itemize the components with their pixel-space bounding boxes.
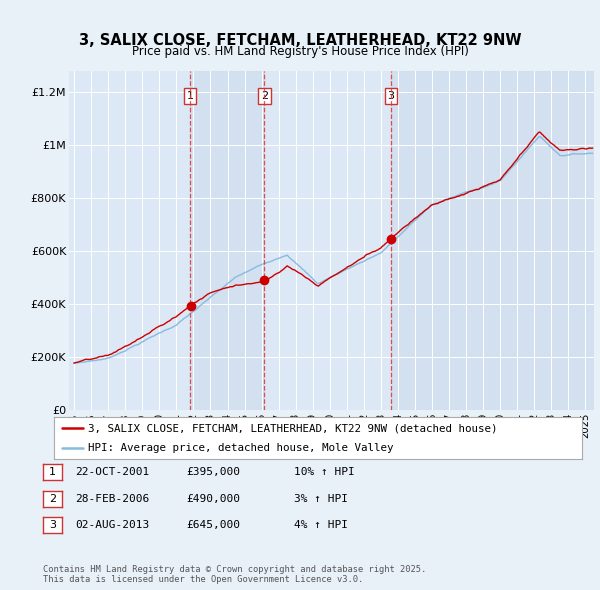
Text: 3, SALIX CLOSE, FETCHAM, LEATHERHEAD, KT22 9NW (detached house): 3, SALIX CLOSE, FETCHAM, LEATHERHEAD, KT…	[88, 423, 498, 433]
Text: 2: 2	[261, 91, 268, 101]
Text: 28-FEB-2006: 28-FEB-2006	[75, 494, 149, 503]
Text: 3% ↑ HPI: 3% ↑ HPI	[294, 494, 348, 503]
Text: 22-OCT-2001: 22-OCT-2001	[75, 467, 149, 477]
Text: £490,000: £490,000	[186, 494, 240, 503]
Text: 4% ↑ HPI: 4% ↑ HPI	[294, 520, 348, 530]
Text: HPI: Average price, detached house, Mole Valley: HPI: Average price, detached house, Mole…	[88, 442, 394, 453]
Text: 3: 3	[49, 520, 56, 530]
Text: £395,000: £395,000	[186, 467, 240, 477]
Bar	[190, 71, 265, 410]
Text: 10% ↑ HPI: 10% ↑ HPI	[294, 467, 355, 477]
Text: Contains HM Land Registry data © Crown copyright and database right 2025.
This d: Contains HM Land Registry data © Crown c…	[43, 565, 427, 584]
Text: Price paid vs. HM Land Registry's House Price Index (HPI): Price paid vs. HM Land Registry's House …	[131, 45, 469, 58]
Bar	[391, 71, 594, 410]
Text: 02-AUG-2013: 02-AUG-2013	[75, 520, 149, 530]
Text: 1: 1	[187, 91, 194, 101]
Text: 1: 1	[49, 467, 56, 477]
Text: 3, SALIX CLOSE, FETCHAM, LEATHERHEAD, KT22 9NW: 3, SALIX CLOSE, FETCHAM, LEATHERHEAD, KT…	[79, 33, 521, 48]
Text: £645,000: £645,000	[186, 520, 240, 530]
Text: 2: 2	[49, 494, 56, 503]
Text: 3: 3	[388, 91, 394, 101]
